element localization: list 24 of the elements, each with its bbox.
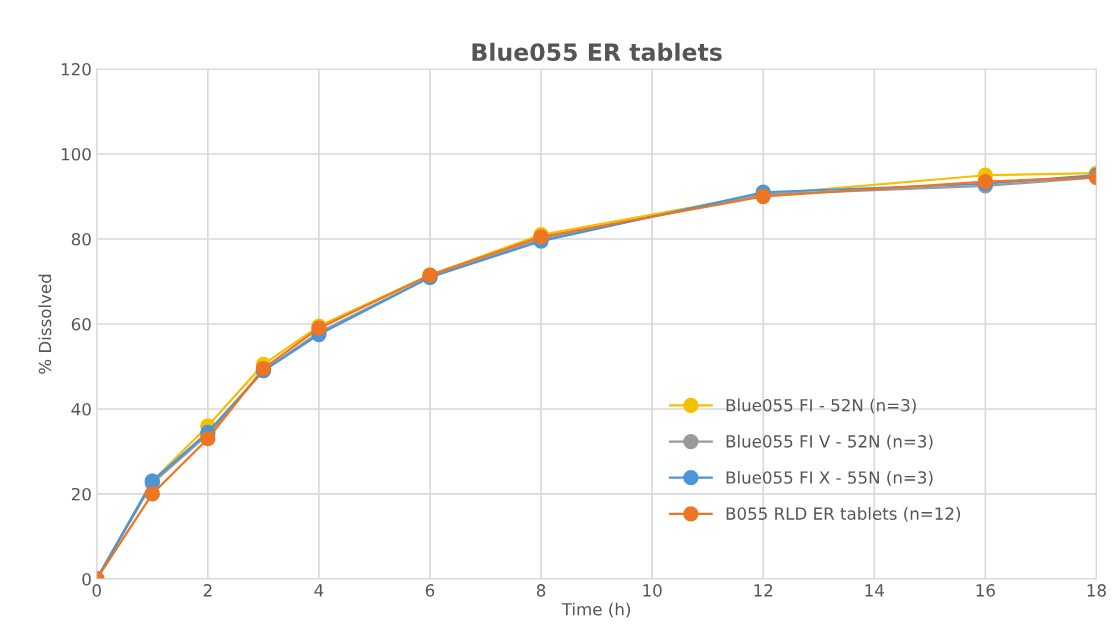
x-tick-label: 6 — [425, 584, 435, 597]
x-tick-label: 0 — [92, 584, 101, 597]
y-tick-label: 60 — [71, 317, 91, 331]
legend-label: Blue055 FI X - 55N (n=3) — [726, 470, 933, 486]
y-tick-label: 120 — [61, 62, 91, 76]
x-tick-label: 18 — [1087, 584, 1106, 597]
x-tick-label: 16 — [976, 584, 995, 597]
y-axis-title: % Dissolved — [38, 274, 52, 374]
x-axis-title: Time (h) — [561, 602, 630, 618]
chart-title: Blue055 ER tablets — [472, 42, 722, 62]
x-tick-label: 14 — [865, 584, 884, 597]
x-tick-label: 4 — [314, 584, 324, 597]
y-tick-label: 20 — [71, 487, 91, 501]
legend-label: B055 RLD ER tablets (n=12) — [726, 507, 961, 522]
x-tick-label: 2 — [203, 584, 212, 597]
y-tick-label: 0 — [82, 572, 91, 586]
legend-label: Blue055 FI - 52N (n=3) — [726, 398, 916, 414]
x-tick-label: 12 — [754, 584, 773, 597]
y-tick-label: 100 — [61, 147, 91, 161]
x-tick-label: 10 — [643, 584, 662, 597]
x-tick-label: 8 — [536, 584, 546, 597]
y-tick-label: 40 — [71, 402, 91, 416]
legend-label: Blue055 FI V - 52N (n=3) — [726, 434, 933, 450]
y-tick-label: 80 — [71, 232, 91, 246]
